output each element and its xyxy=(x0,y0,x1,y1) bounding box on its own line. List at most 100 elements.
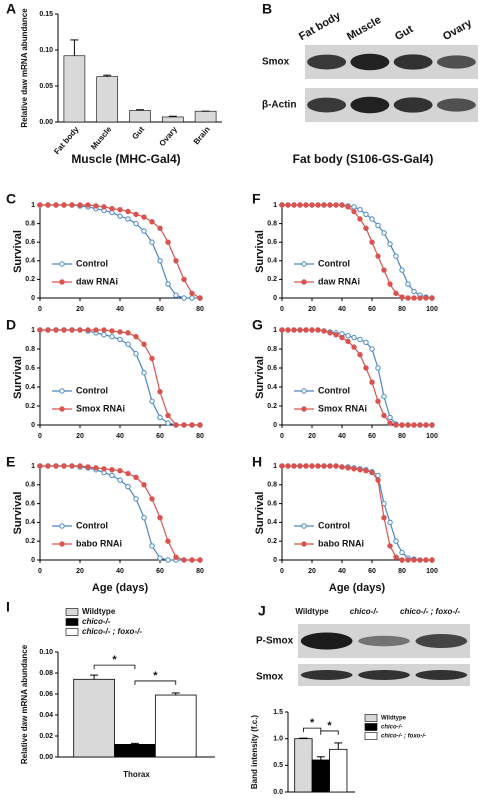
point xyxy=(333,332,339,338)
y-tick-label: 0.2 xyxy=(267,403,277,410)
point xyxy=(369,469,375,476)
point xyxy=(291,327,297,333)
y-tick-label: 0.04 xyxy=(39,712,53,719)
point xyxy=(291,202,297,208)
point xyxy=(117,468,123,474)
point xyxy=(149,496,155,502)
y-tick-label: 0 xyxy=(31,422,35,429)
point xyxy=(303,202,309,208)
significance-label: * xyxy=(327,720,332,732)
y-axis-label: Survival xyxy=(254,356,266,399)
legend-marker xyxy=(301,406,307,412)
blot-band xyxy=(307,97,347,113)
point xyxy=(45,463,51,469)
legend-label: babo RNAi xyxy=(318,538,364,548)
point xyxy=(61,202,67,208)
x-tick-label: Brain xyxy=(192,125,212,147)
point xyxy=(351,344,357,350)
legend-label: daw RNAi xyxy=(76,276,118,286)
y-axis-label: Survival xyxy=(12,230,24,273)
point xyxy=(109,472,115,479)
point xyxy=(101,332,107,338)
point xyxy=(141,341,147,347)
point xyxy=(149,398,155,404)
x-tick-label: 60 xyxy=(156,433,164,440)
point xyxy=(405,281,411,287)
legend-swatch xyxy=(364,714,378,722)
legend-marker xyxy=(59,406,65,412)
point xyxy=(429,295,435,301)
point xyxy=(417,295,423,301)
point xyxy=(405,557,411,563)
point xyxy=(303,463,309,469)
point xyxy=(417,422,423,428)
point xyxy=(157,258,163,264)
panel-letter: B xyxy=(262,1,272,17)
point xyxy=(351,334,357,341)
error-bar xyxy=(70,39,79,56)
y-tick-label: 0.4 xyxy=(267,384,277,391)
point xyxy=(285,202,291,208)
legend-label: Wildtype xyxy=(381,716,407,722)
point xyxy=(125,208,131,215)
point xyxy=(285,463,291,469)
x-tick-label: Ovary xyxy=(157,124,179,148)
legend-label: Smox RNAi xyxy=(318,403,367,413)
legend-marker xyxy=(301,279,307,285)
legend-label: Wildtype xyxy=(82,607,116,616)
blot-band xyxy=(300,670,353,680)
legend-marker xyxy=(59,388,65,394)
legend-label: Control xyxy=(318,258,350,268)
panel-letter: H xyxy=(252,454,262,470)
point xyxy=(173,554,179,560)
point xyxy=(399,294,405,300)
x-tick-label: 100 xyxy=(426,306,438,313)
y-tick-label: 0.08 xyxy=(39,670,53,677)
point xyxy=(333,463,339,469)
y-tick-label: 1 xyxy=(31,463,35,470)
y-tick-label: 0.6 xyxy=(25,365,35,372)
legend-marker xyxy=(59,261,65,267)
point xyxy=(197,557,203,563)
point xyxy=(157,515,163,521)
blot-column-label: Wildtype xyxy=(295,607,329,616)
y-axis-label: Survival xyxy=(12,492,24,535)
point xyxy=(423,557,429,563)
point xyxy=(321,202,327,208)
point xyxy=(315,327,321,333)
point xyxy=(133,474,139,480)
point xyxy=(157,414,163,421)
x-tick-label: 40 xyxy=(116,568,124,575)
point xyxy=(369,239,375,245)
y-axis-label: Survival xyxy=(254,492,266,535)
y-tick-label: 0 xyxy=(273,422,277,429)
y-tick-label: 0.8 xyxy=(267,220,277,227)
y-tick-label: 0.02 xyxy=(39,733,53,740)
blot-band xyxy=(415,670,468,680)
point xyxy=(345,333,351,339)
point xyxy=(45,327,51,333)
significance-bracket xyxy=(303,727,322,733)
point xyxy=(363,225,369,231)
point xyxy=(345,204,351,210)
point xyxy=(429,422,435,428)
legend-label: daw RNAi xyxy=(318,276,360,286)
point xyxy=(117,213,123,219)
x-tick-label: 40 xyxy=(338,568,346,575)
x-tick-label: 20 xyxy=(76,433,84,440)
point xyxy=(375,365,381,371)
bar xyxy=(73,678,115,758)
point xyxy=(303,327,309,333)
point xyxy=(133,496,139,502)
point xyxy=(381,230,387,236)
x-tick-label: 20 xyxy=(308,306,316,313)
column-title: Muscle (MHC-Gal4) xyxy=(71,152,180,166)
legend-marker xyxy=(301,541,307,547)
point xyxy=(369,346,375,352)
y-tick-label: 0.4 xyxy=(267,519,277,526)
bar xyxy=(194,110,217,123)
point xyxy=(321,463,327,469)
point xyxy=(387,241,393,247)
y-tick-label: 0.2 xyxy=(25,538,35,545)
legend-label: Smox RNAi xyxy=(76,403,125,413)
